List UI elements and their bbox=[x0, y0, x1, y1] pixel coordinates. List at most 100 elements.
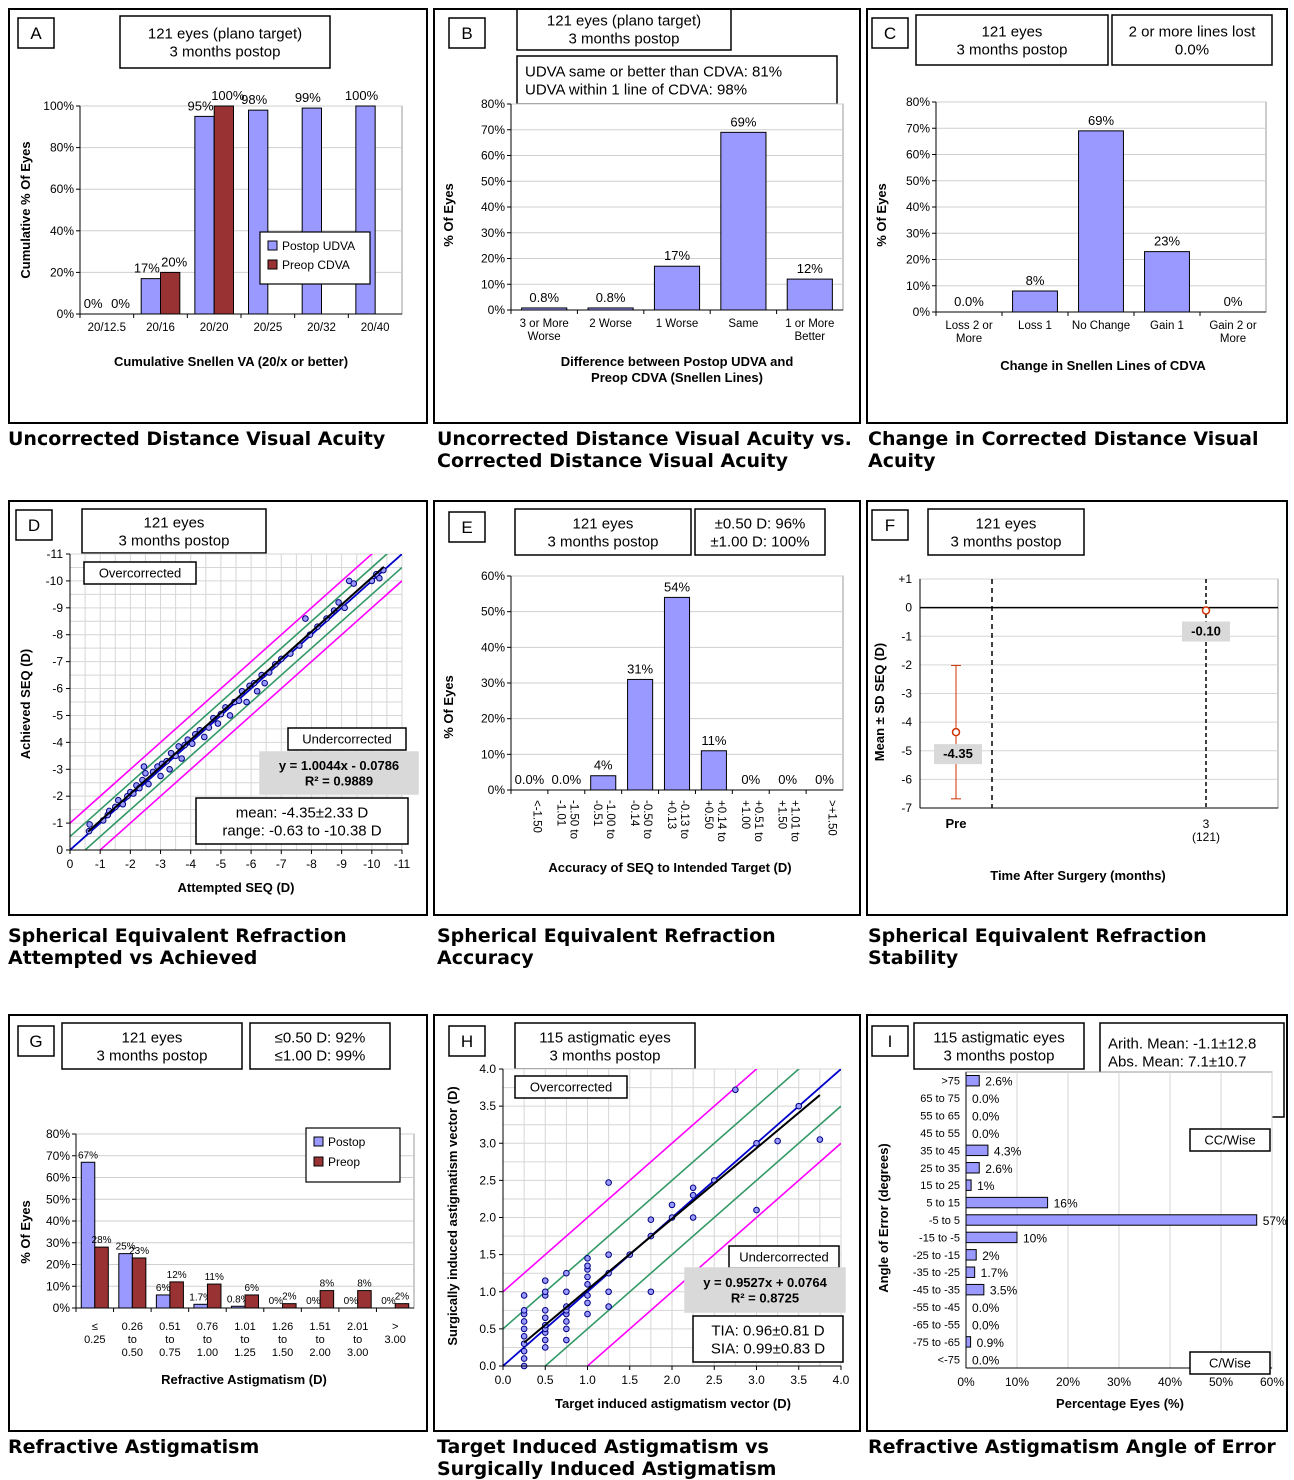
data-point bbox=[647, 1216, 655, 1224]
x-tick-label: -9 bbox=[336, 857, 347, 871]
x-tick-label: 3 or More Worse bbox=[520, 318, 569, 343]
y-tick-label: -3 bbox=[52, 762, 63, 776]
data-point bbox=[520, 1292, 528, 1299]
data-label: 0.0% bbox=[972, 1127, 1000, 1141]
bar bbox=[786, 278, 833, 311]
y-tick-label: 30% bbox=[481, 226, 505, 240]
bar bbox=[965, 1249, 977, 1261]
caption-a: Uncorrected Distance Visual Acuity bbox=[8, 428, 386, 450]
y-tick-label: -5 to 5 bbox=[929, 1215, 960, 1227]
x-tick-label: -4 bbox=[185, 857, 196, 871]
undercorrected-label-text: Undercorrected bbox=[739, 1250, 829, 1265]
x-tick-label: 20/25 bbox=[253, 322, 282, 334]
y-tick-label: -2 bbox=[52, 789, 63, 803]
data-label: 12% bbox=[797, 261, 823, 276]
y-tick-label: -10 bbox=[46, 574, 64, 588]
data-label: 69% bbox=[1088, 113, 1114, 128]
y-tick-label: 10% bbox=[481, 747, 505, 761]
data-label: 67% bbox=[78, 1150, 98, 1161]
panel-letter-text: G bbox=[29, 1032, 42, 1051]
reference-line bbox=[98, 580, 402, 850]
bar bbox=[193, 1303, 208, 1309]
x-tick-label: -1.00 to-0.51 bbox=[591, 800, 616, 839]
data-point bbox=[605, 1251, 612, 1258]
info-box-frame bbox=[1111, 14, 1273, 66]
y-tick-label: 45 to 55 bbox=[920, 1128, 960, 1140]
data-label: 20% bbox=[161, 254, 187, 269]
x-tick-label: 20/40 bbox=[361, 322, 390, 334]
y-tick-label: 40% bbox=[481, 640, 505, 654]
fit-equation-text: y = 1.0044x - 0.0786 R² = 0.9889 bbox=[279, 758, 399, 789]
data-label: 1.7% bbox=[189, 1292, 212, 1303]
y-tick-label: 0% bbox=[57, 307, 75, 321]
x-tick-label: No Change bbox=[1072, 320, 1130, 332]
y-axis-title: % Of Eyes bbox=[874, 183, 889, 247]
x-tick-label: 4.0 bbox=[833, 1373, 850, 1387]
info-box-text: 121 eyes 3 months postop bbox=[951, 515, 1062, 550]
x-tick-label: -10 bbox=[363, 857, 381, 871]
data-label: 3.5% bbox=[990, 1284, 1018, 1298]
data-point bbox=[563, 1336, 570, 1344]
data-point bbox=[226, 712, 234, 719]
data-point bbox=[350, 580, 358, 587]
reference-line bbox=[586, 1142, 841, 1366]
data-label: 6% bbox=[245, 1283, 260, 1294]
caption-c: Change in Corrected Distance Visual Acui… bbox=[868, 428, 1259, 472]
chart-b: B 121 eyes (plano target) 3 months postop U… bbox=[441, 10, 844, 385]
info-box-text: 121 eyes 3 months postop bbox=[548, 515, 659, 550]
data-point bbox=[114, 796, 122, 804]
data-point bbox=[605, 1288, 612, 1296]
info-box-text: 121 eyes (plano target) 3 months postop bbox=[547, 12, 701, 47]
legend-swatch bbox=[313, 1136, 324, 1147]
data-point bbox=[563, 1288, 570, 1296]
y-tick-label: 0.0 bbox=[479, 1359, 496, 1373]
y-tick-label: 60% bbox=[46, 1171, 70, 1185]
data-point bbox=[214, 720, 222, 727]
bar bbox=[357, 1290, 372, 1309]
bar bbox=[965, 1336, 972, 1348]
y-tick-label: 0% bbox=[488, 303, 506, 317]
x-tick-label: -6 bbox=[246, 857, 257, 871]
x-tick-label: 0.26 to 0.50 bbox=[122, 1321, 143, 1359]
legend bbox=[259, 231, 371, 285]
x-tick-label: 0% bbox=[957, 1375, 975, 1389]
data-label: 98% bbox=[241, 92, 267, 107]
data-point bbox=[584, 1255, 591, 1262]
data-point bbox=[520, 1347, 528, 1355]
y-tick-label: -55 to -45 bbox=[913, 1302, 960, 1314]
y-tick-label: 0 bbox=[905, 601, 912, 615]
x-tick-label: >3.00 bbox=[385, 1321, 406, 1346]
data-point bbox=[541, 1288, 549, 1296]
data-label: 11% bbox=[205, 1272, 224, 1283]
data-label: 0% bbox=[344, 1296, 359, 1307]
x-tick-label: -11 bbox=[394, 857, 411, 871]
x-axis-title: Refractive Astigmatism (D) bbox=[161, 1372, 327, 1387]
x-tick-label: 0 bbox=[67, 857, 74, 871]
data-point bbox=[261, 679, 268, 687]
bar bbox=[160, 271, 181, 315]
cc-wise-label-frame bbox=[1189, 1128, 1271, 1152]
info-box-frame bbox=[514, 508, 692, 556]
y-tick-label: 40% bbox=[906, 200, 930, 214]
y-tick-label: -7 bbox=[901, 801, 912, 815]
data-point bbox=[541, 1277, 549, 1284]
info-box-frame bbox=[913, 1022, 1085, 1070]
y-tick-label: 20% bbox=[46, 1258, 70, 1272]
panel-letter-frame bbox=[17, 1025, 55, 1057]
panel-d: D 121 eyes 3 months postop 0 0 -1 -1 -2 -2 -3 -3 -4… bbox=[8, 500, 428, 916]
x-tick-label: 3.0 bbox=[748, 1373, 765, 1387]
data-label: 28% bbox=[92, 1235, 112, 1246]
x-tick-label: 2 Worse bbox=[589, 318, 632, 330]
bar bbox=[282, 1303, 297, 1309]
data-point bbox=[584, 1273, 591, 1281]
x-tick-label: 20/16 bbox=[146, 322, 175, 334]
y-axis-title: % Of Eyes bbox=[441, 675, 456, 739]
mean-point bbox=[1201, 606, 1211, 615]
bar bbox=[194, 115, 215, 315]
caption-f: Spherical Equivalent Refraction Stabilit… bbox=[868, 925, 1207, 969]
x-tick-label: 50% bbox=[1209, 1375, 1233, 1389]
data-label: 1% bbox=[977, 1179, 995, 1193]
data-label: 0.0% bbox=[972, 1092, 1000, 1106]
data-label: 0.0% bbox=[972, 1301, 1000, 1315]
y-tick-label: -11 bbox=[47, 547, 64, 561]
